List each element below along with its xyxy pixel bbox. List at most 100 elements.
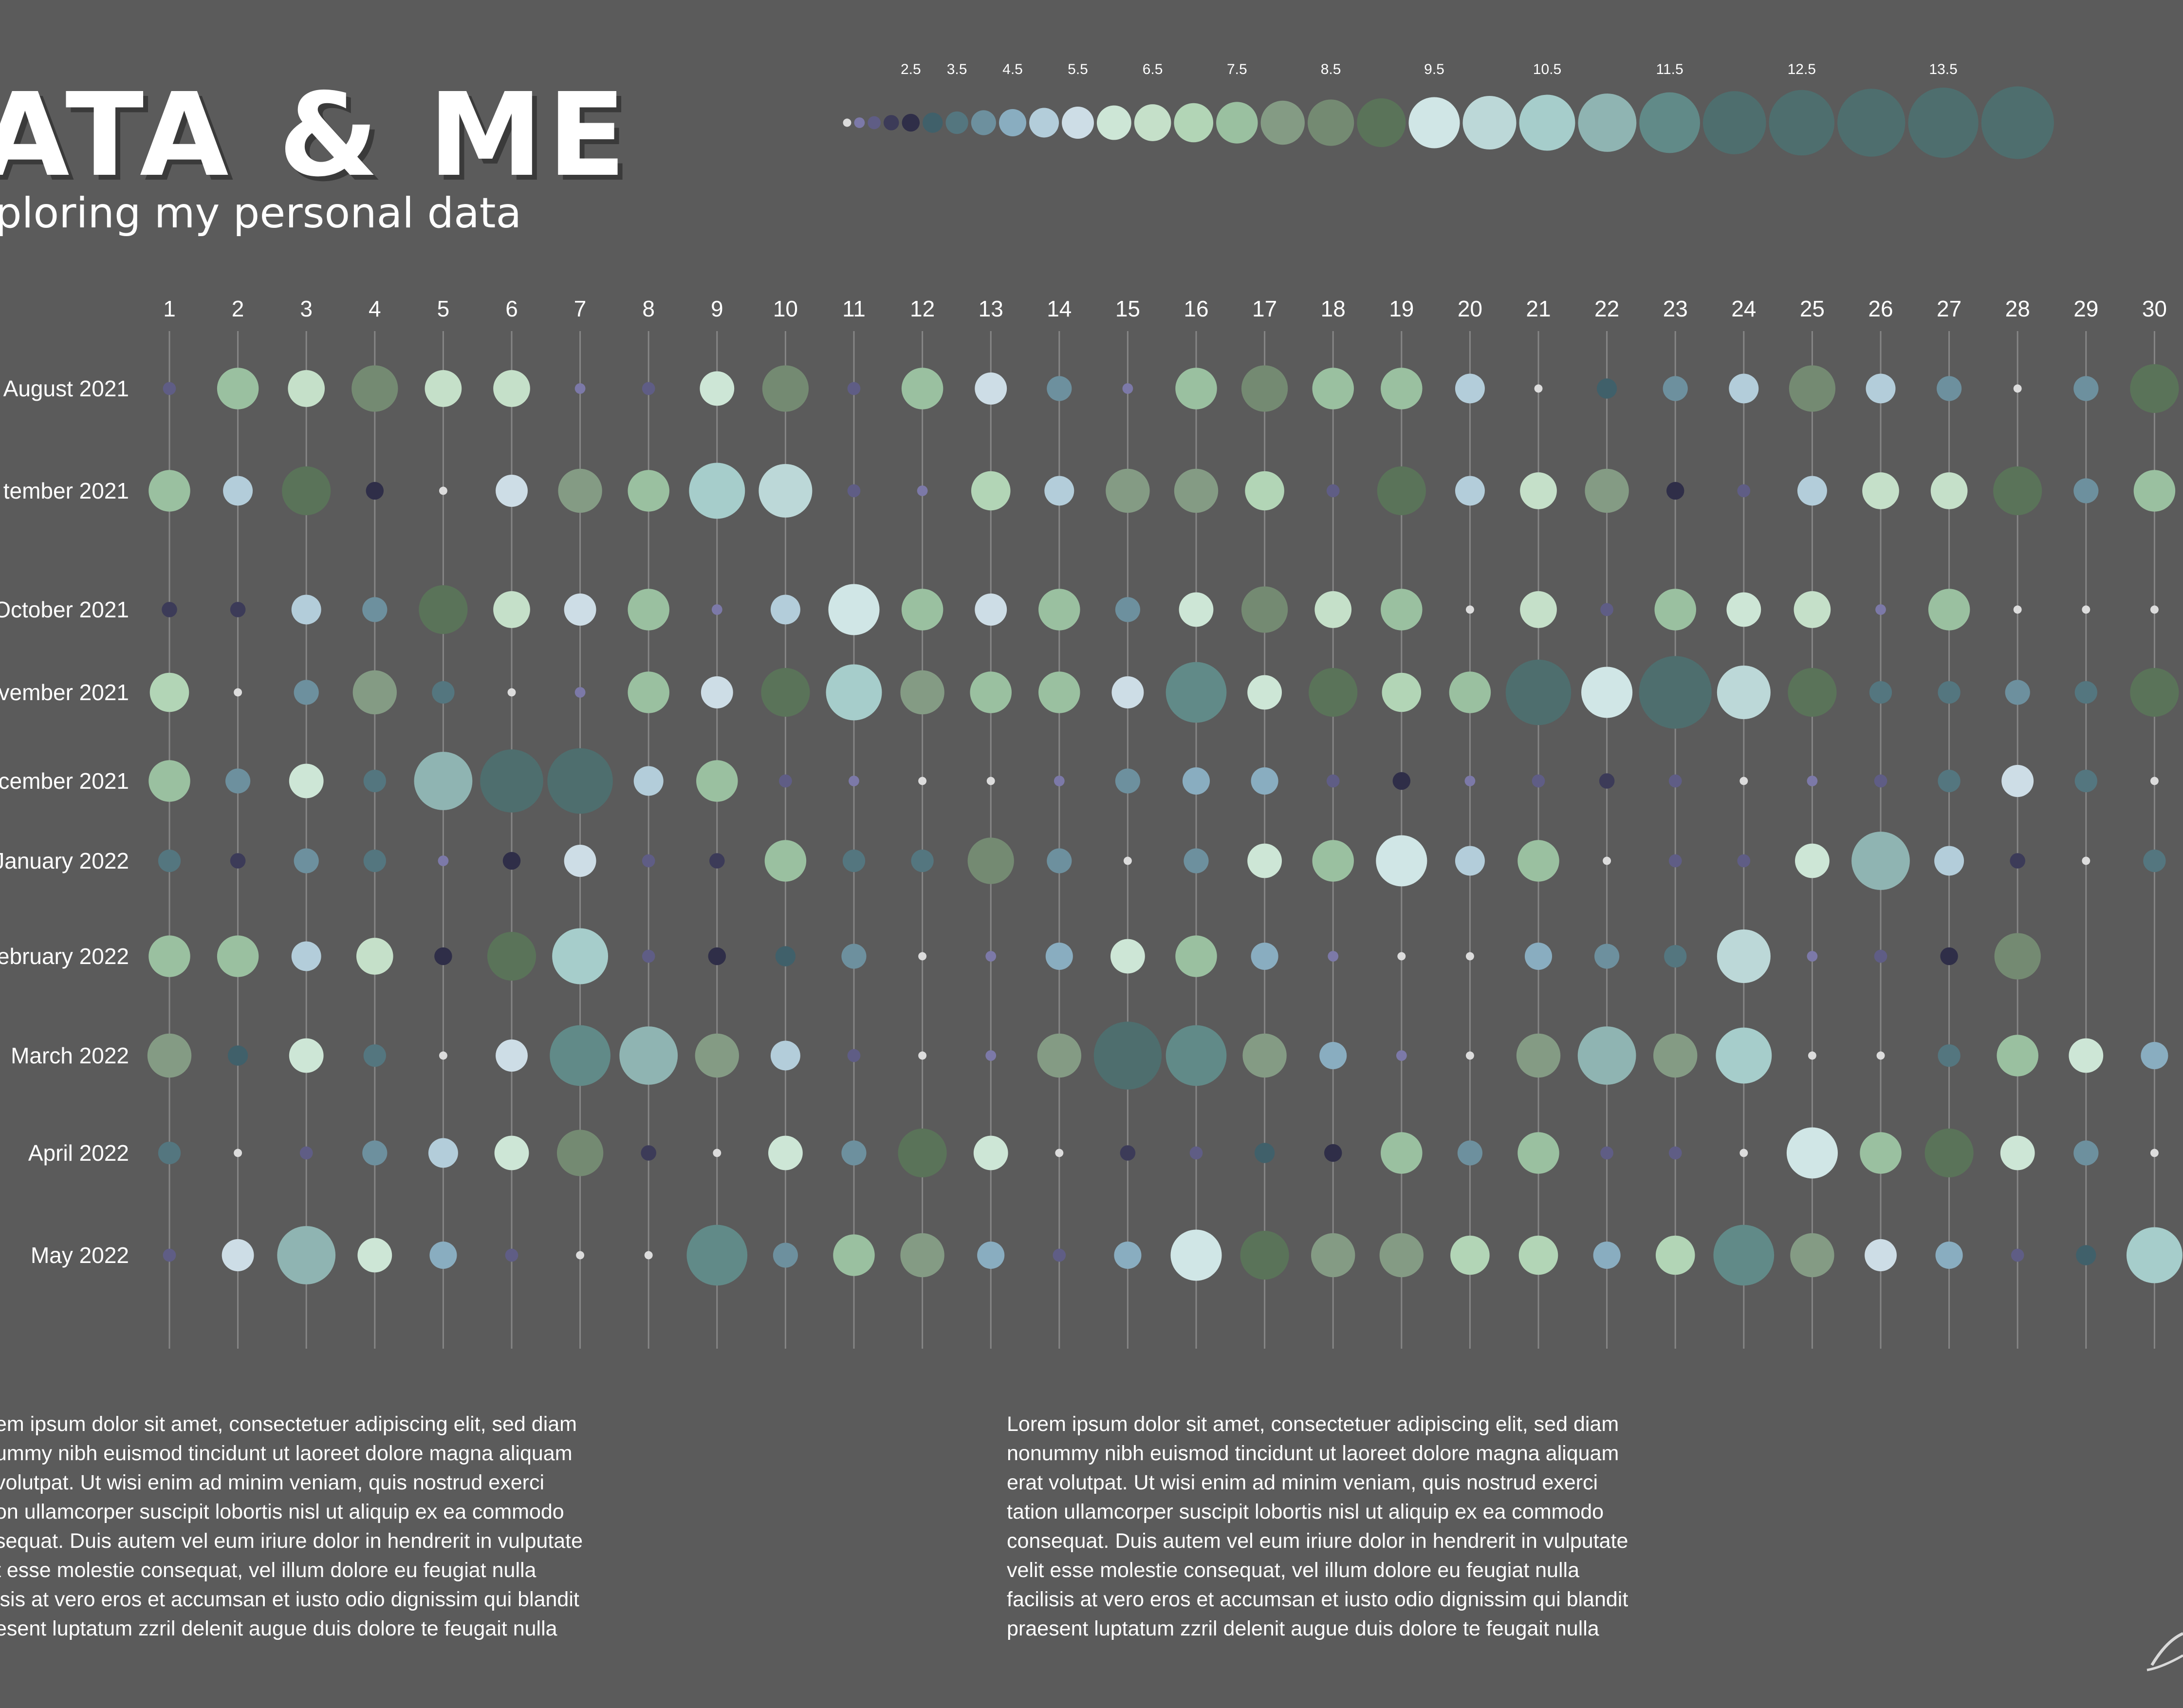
data-bubble [1938, 769, 1961, 793]
data-bubble [1184, 848, 1209, 873]
data-bubble [1114, 1241, 1142, 1269]
legend-label: 9.5 [1424, 61, 1444, 77]
data-bubble [1940, 947, 1958, 965]
data-bubble [487, 931, 536, 981]
data-bubble [1465, 1051, 1474, 1060]
data-bubble [439, 486, 447, 495]
day-label-14: 14 [1047, 296, 1072, 321]
day-label-21: 21 [1526, 296, 1551, 321]
data-bubble [1054, 776, 1065, 786]
data-bubble [558, 468, 602, 513]
data-bubble [841, 1140, 867, 1166]
data-bubble [770, 594, 800, 625]
data-bubble [1794, 591, 1831, 628]
data-bubble [644, 1251, 653, 1260]
data-bubble [1045, 942, 1073, 970]
data-bubble [552, 928, 609, 984]
legend-bubble [1134, 104, 1171, 141]
data-bubble [1174, 468, 1219, 513]
data-bubble [1860, 1132, 1902, 1174]
day-label-11: 11 [842, 296, 866, 321]
legend-bubble [868, 116, 881, 130]
data-bubble [1240, 1230, 1289, 1280]
data-bubble [234, 688, 242, 697]
legend-bubble [1216, 102, 1258, 144]
data-bubble [828, 584, 880, 635]
day-label-9: 9 [711, 296, 723, 321]
data-bubble [970, 671, 1012, 713]
data-bubble [900, 670, 944, 715]
legend-label: 4.5 [1002, 61, 1023, 77]
legend-label: 6.5 [1143, 61, 1163, 77]
data-bubble [1517, 840, 1559, 882]
data-bubble [2073, 1140, 2099, 1166]
legend-label: 7.5 [1227, 61, 1247, 77]
month-label: May 2022 [31, 1243, 129, 1268]
data-bubble [1381, 1132, 1423, 1174]
data-bubble [2130, 668, 2179, 717]
legend-label: 13.5 [1929, 61, 1957, 77]
data-bubble [2133, 470, 2176, 512]
data-bubble [230, 853, 246, 869]
gridlines [168, 331, 2155, 1349]
data-bubble [502, 852, 521, 870]
data-bubble [1189, 1146, 1203, 1160]
data-bubble [1047, 848, 1072, 873]
legend-label: 5.5 [1068, 61, 1088, 77]
data-bubble [918, 1051, 927, 1060]
data-bubble [1594, 944, 1620, 969]
data-bubble [1938, 681, 1961, 704]
legend-bubble [1578, 93, 1637, 152]
data-bubble [1381, 368, 1423, 409]
data-bubble [1123, 856, 1132, 865]
data-bubble [2073, 376, 2099, 401]
data-bubble [1520, 472, 1557, 509]
data-bubble [2074, 769, 2097, 793]
data-bubble [1115, 768, 1140, 794]
data-bubble [148, 470, 190, 512]
legend-bubble [999, 109, 1027, 137]
legend-bubble [1096, 105, 1131, 140]
page-title: ATA & ME [0, 68, 631, 202]
data-bubble [496, 475, 528, 507]
data-bubble [1600, 1146, 1613, 1160]
data-bubble [762, 365, 809, 412]
data-bubble [2150, 1149, 2159, 1157]
data-bubble [918, 952, 927, 961]
body-paragraph-right: Lorem ipsum dolor sit amet, consectetuer… [1007, 1412, 1628, 1640]
data-bubble [223, 476, 253, 506]
data-bubble [1455, 846, 1485, 876]
data-bubble [2141, 1041, 2168, 1070]
data-bubble [2013, 605, 2022, 614]
data-bubble [1668, 1146, 1682, 1160]
data-bubble [291, 941, 321, 971]
data-bubble [163, 382, 176, 395]
data-bubble [2005, 680, 2030, 705]
day-axis-labels: 1 2 3 4 5 6 7 8 9 10 11 12 13 14 15 16 17 18 19 20 21 22 23 24 2… [163, 296, 2167, 321]
day-label-15: 15 [1115, 296, 1140, 321]
day-label-6: 6 [505, 296, 518, 321]
data-bubble [1639, 656, 1712, 729]
data-bubble [494, 1135, 529, 1170]
data-bubble [779, 774, 792, 788]
data-bubble [700, 371, 735, 406]
data-bubble [709, 853, 725, 869]
data-bubble [2076, 1245, 2096, 1265]
data-bubble [686, 1225, 748, 1286]
data-bubble [2000, 1135, 2035, 1170]
data-bubble [1311, 1233, 1355, 1278]
data-bubble [493, 591, 530, 628]
data-bubble [1241, 365, 1288, 412]
data-bubble [217, 368, 259, 409]
data-bubble [222, 1239, 254, 1271]
data-bubble [576, 1251, 585, 1260]
data-bubble [1247, 675, 1282, 710]
data-bubble [1600, 603, 1613, 616]
data-bubble [689, 463, 745, 519]
legend-bubble [843, 118, 851, 127]
data-bubble [366, 482, 384, 500]
data-bubble [357, 1238, 392, 1273]
data-bubble [1869, 681, 1892, 704]
legend-bubble [1639, 92, 1700, 153]
